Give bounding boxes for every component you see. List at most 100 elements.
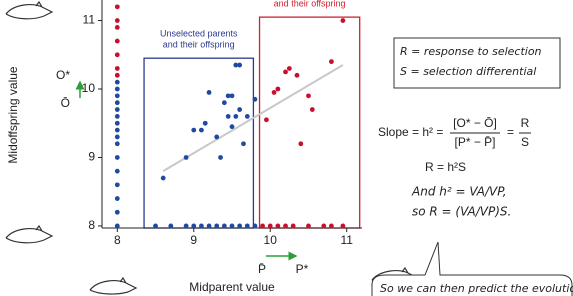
point [295,73,300,78]
point [218,155,223,160]
p-bar: P̄ [258,262,266,276]
point [233,114,238,119]
equation: R = h²S [425,160,466,174]
point [168,224,173,229]
point [275,87,280,92]
figure: Unselected parentsand their offspringSel… [0,0,573,296]
point [253,224,258,229]
point [329,224,334,229]
point [306,93,311,98]
point [237,224,242,229]
y-tick-label: 11 [83,13,96,27]
definition: S = selection differential [400,65,536,78]
point [115,87,120,92]
point [207,224,212,229]
point [115,135,120,140]
point [268,224,273,229]
equation: [P* − P̄] [454,135,495,149]
point [115,100,120,105]
point [298,141,303,146]
point [310,107,315,112]
point [283,69,288,74]
point [115,210,120,215]
point [115,73,120,78]
point [115,39,120,44]
speech-text: So we can then predict the evolution [380,282,573,295]
point [115,114,120,119]
point [230,224,235,229]
equation: R [521,116,530,130]
p-star: P* [296,262,309,276]
point [115,155,120,160]
point [115,224,120,229]
definition: R = response to selection [400,45,542,58]
point [226,93,231,98]
point [222,100,227,105]
point [340,18,345,23]
point [214,135,219,140]
point [115,25,120,30]
point [115,4,120,9]
equation: Slope = h² = [378,125,443,139]
point [226,114,231,119]
x-tick-label: 10 [264,233,278,247]
o-star: O* [56,68,70,82]
point [115,18,120,23]
region-label: Unselected parents [160,29,238,39]
region-box [144,58,253,228]
point [222,224,227,229]
point [230,124,235,129]
point [214,224,219,229]
point [184,155,189,160]
point [291,224,296,229]
point [203,121,208,126]
region-label: and their offspring [274,0,346,8]
point [199,128,204,133]
point [245,114,250,119]
equation: S [521,135,529,149]
point [306,224,311,229]
point [207,90,212,95]
x-tick-label: 8 [114,233,121,247]
point [245,224,250,229]
point [264,117,269,122]
point [115,121,120,126]
point [115,107,120,112]
point [184,224,189,229]
point [237,63,242,68]
point [253,97,258,102]
region-label: and their offspring [163,40,235,50]
x-tick-label: 9 [190,233,197,247]
point [115,182,120,187]
equation: so R = (VA/VP)S. [412,205,511,219]
point [191,128,196,133]
point [115,93,120,98]
point [287,66,292,71]
point [115,52,120,57]
point [153,224,158,229]
point [115,80,120,85]
point [199,224,204,229]
y-tick-label: 8 [88,218,95,232]
point [191,224,196,229]
x-tick-label: 11 [340,233,353,247]
point [340,224,345,229]
equation: [O* − Ō] [453,116,497,130]
y-axis-label: Midoffspring value [6,66,20,163]
point [283,224,288,229]
point [115,66,120,71]
point [260,224,265,229]
point [329,59,334,64]
y-tick-label: 9 [88,150,95,164]
point [115,169,120,174]
point [115,141,120,146]
point [272,90,277,95]
point [115,196,120,201]
point [115,128,120,133]
point [275,224,280,229]
y-tick-label: 10 [82,81,96,95]
equation: = [507,125,514,139]
region-box [260,17,360,228]
point [237,107,242,112]
